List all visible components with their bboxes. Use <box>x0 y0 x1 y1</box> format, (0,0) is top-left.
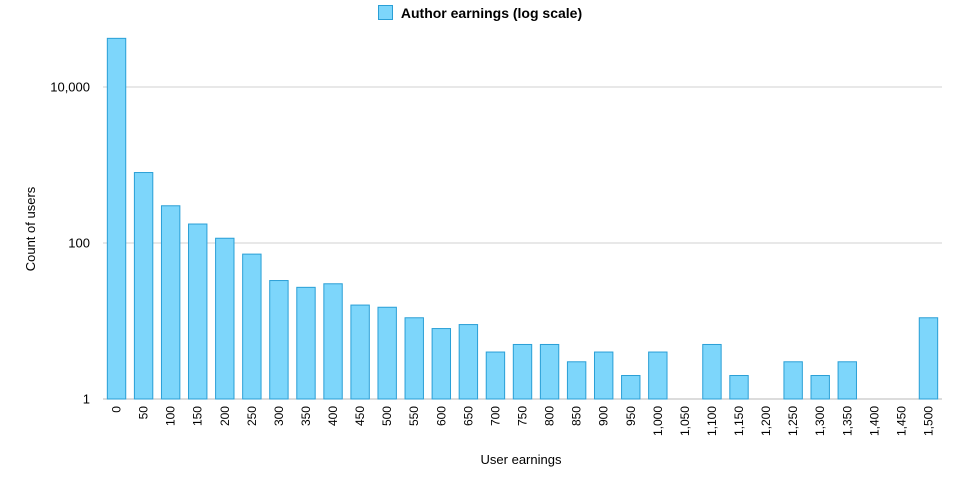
bar <box>621 375 641 400</box>
x-tick-label: 1,200 <box>759 406 773 436</box>
bars <box>106 37 939 400</box>
x-tick-label: 250 <box>245 406 259 426</box>
bar <box>296 286 316 400</box>
x-tick-label: 650 <box>461 406 475 426</box>
x-tick-label: 1,050 <box>678 406 692 436</box>
bar <box>431 328 452 400</box>
x-tick-label: 300 <box>272 406 286 426</box>
x-tick-label: 350 <box>299 406 313 426</box>
y-tick-label: 100 <box>68 235 90 250</box>
x-tick-label: 400 <box>326 406 340 426</box>
x-tick-label: 1,450 <box>894 406 908 436</box>
bar <box>269 280 289 400</box>
x-tick-label: 700 <box>488 406 502 426</box>
x-tick-label: 50 <box>137 406 151 420</box>
bar <box>377 306 397 400</box>
x-axis-ticks: 0 50 100 150 200 250 300 350 400 450 500 550 600 650 7… <box>110 406 936 436</box>
x-tick-label: 450 <box>353 406 367 426</box>
bar <box>485 351 506 400</box>
bar <box>458 324 479 400</box>
x-tick-label: 150 <box>191 406 205 426</box>
x-tick-label: 100 <box>164 406 178 426</box>
bar <box>323 283 343 400</box>
bar <box>566 361 587 400</box>
x-tick-label: 500 <box>380 406 394 426</box>
bar <box>160 205 181 400</box>
x-tick-label: 800 <box>543 406 557 426</box>
bar <box>215 237 235 400</box>
x-tick-label: 1,300 <box>813 406 827 436</box>
bar <box>702 343 722 400</box>
x-tick-label: 750 <box>516 406 530 426</box>
bar <box>729 375 749 400</box>
x-tick-label: 1,000 <box>651 406 665 436</box>
x-tick-label: 1,100 <box>705 406 719 436</box>
bar <box>512 343 533 400</box>
bar <box>648 351 668 400</box>
x-tick-label: 1,350 <box>840 406 854 436</box>
bar <box>350 304 370 400</box>
bar <box>106 37 127 400</box>
x-tick-label: 850 <box>570 406 584 426</box>
bar <box>404 317 424 400</box>
bar <box>918 317 939 400</box>
bar <box>242 253 262 400</box>
y-tick-label: 10,000 <box>50 79 90 94</box>
x-tick-label: 1,150 <box>732 406 746 436</box>
y-axis-title: Count of users <box>23 186 38 271</box>
x-tick-label: 0 <box>110 406 124 413</box>
bar <box>810 375 830 400</box>
bar <box>783 361 803 400</box>
y-axis-ticks: 1 100 10,000 <box>50 79 90 406</box>
x-tick-label: 1,400 <box>867 406 881 436</box>
x-tick-label: 900 <box>597 406 611 426</box>
x-tick-label: 600 <box>434 406 448 426</box>
x-tick-label: 1,500 <box>921 406 935 436</box>
legend-label: Author earnings (log scale) <box>400 5 583 21</box>
chart-legend: Author earnings (log scale) <box>0 5 960 21</box>
bar <box>188 223 208 400</box>
bar <box>133 172 154 400</box>
y-tick-label: 1 <box>83 392 90 407</box>
bar <box>539 343 560 400</box>
bar <box>593 351 614 400</box>
x-tick-label: 200 <box>218 406 232 426</box>
x-tick-label: 950 <box>624 406 638 426</box>
x-tick-label: 550 <box>407 406 421 426</box>
x-axis-title: User earnings <box>481 452 562 467</box>
x-tick-label: 1,250 <box>786 406 800 436</box>
bar <box>837 361 857 400</box>
legend-swatch <box>377 5 393 20</box>
